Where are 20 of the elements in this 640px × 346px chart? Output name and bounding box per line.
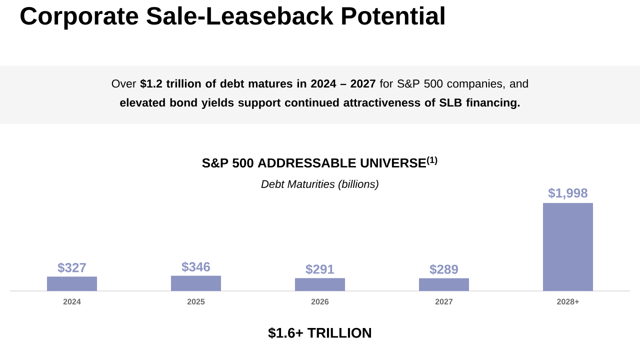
data-label: $327 xyxy=(58,262,86,274)
bar xyxy=(419,278,469,291)
x-tick-label: 2028+ xyxy=(557,298,579,304)
data-label: $1,998 xyxy=(548,188,588,200)
chart-subtitle: Over $1.2 trillion of debt matures in 2024 – 2027 for S&P 500 companies, and elevated bond yields support continued attractiveness of SLB financing. xyxy=(112,79,528,109)
data-label: $291 xyxy=(306,264,334,275)
x-tick-label: 2024 xyxy=(63,298,81,304)
chart-title: Corporate Sale-Leaseback Potential xyxy=(20,6,444,30)
x-tick-label: 2026 xyxy=(311,298,329,304)
data-label: $289 xyxy=(430,264,458,275)
text: Debt Maturities (billions) xyxy=(261,180,378,190)
bar xyxy=(543,203,593,291)
bar xyxy=(47,276,97,291)
text: S&P 500 ADDRESSABLE UNIVERSE$^{(1)}$ xyxy=(202,156,438,168)
x-tick-label: 2027 xyxy=(435,298,453,304)
x-tick-label: 2025 xyxy=(187,298,205,304)
text: $1.6+ TRILLION xyxy=(268,327,371,339)
bar xyxy=(295,278,346,291)
bar xyxy=(171,276,221,291)
data-label: $346 xyxy=(182,262,210,272)
